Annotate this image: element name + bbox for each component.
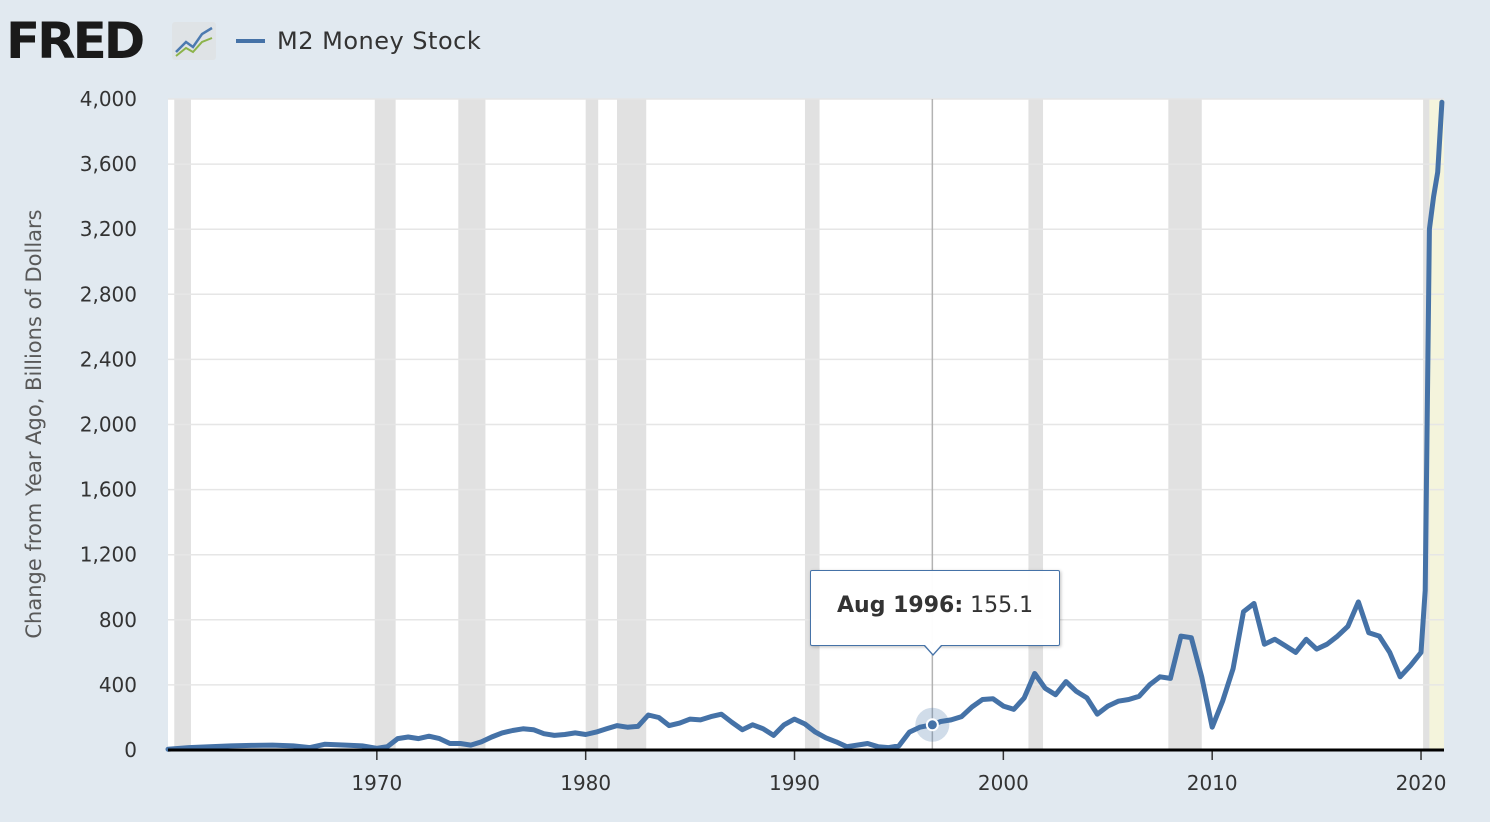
fred-logo[interactable]: FRED	[6, 12, 216, 70]
hover-point	[925, 718, 939, 732]
x-tick-label-1980: 1980	[560, 771, 611, 795]
hover-tooltip: Aug 1996: 155.1	[810, 570, 1060, 646]
y-tick-label-3600: 3,600	[80, 152, 137, 176]
gridlines	[168, 98, 1444, 686]
x-tick-label-2000: 2000	[978, 771, 1029, 795]
y-tick-label-400: 400	[99, 673, 137, 697]
y-tick-label-1600: 1,600	[80, 478, 137, 502]
fred-graph-icon	[172, 22, 216, 60]
fred-logo-text: FRED	[6, 12, 143, 70]
y-tick-label-2800: 2,800	[80, 282, 137, 306]
x-tick-label-2010: 2010	[1187, 771, 1238, 795]
hover-marker	[915, 707, 950, 742]
y-tick-label-800: 800	[99, 608, 137, 632]
tooltip-caret-inner	[925, 645, 941, 654]
x-tick-label-1990: 1990	[769, 771, 820, 795]
y-tick-label-2400: 2,400	[80, 347, 137, 371]
legend-label: M2 Money Stock	[277, 27, 481, 55]
y-tick-label-1200: 1,200	[80, 543, 137, 567]
series-layer	[165, 99, 1445, 752]
tooltip-date: Aug 1996:	[837, 593, 964, 618]
y-tick-label-4000: 4,000	[80, 87, 137, 111]
x-tick-label-2020: 2020	[1396, 771, 1447, 795]
y-tick-label-2000: 2,000	[80, 413, 137, 437]
y-axis-title: Change from Year Ago, Billions of Dollar…	[22, 209, 46, 638]
tooltip-value: 155.1	[970, 593, 1034, 618]
x-tick-label-1970: 1970	[351, 771, 402, 795]
y-tick-label-0: 0	[124, 738, 137, 762]
y-axis: 0 400 800 1,200 1,600 2,000 2,400 2,800 3,200 3,6…	[80, 87, 137, 762]
series-line-m2-money-stock	[165, 99, 1445, 752]
x-axis: 1970 1980 1990 2000 2010 2020	[351, 750, 1446, 795]
y-tick-label-3200: 3,200	[80, 217, 137, 241]
legend: M2 Money Stock	[236, 27, 481, 55]
